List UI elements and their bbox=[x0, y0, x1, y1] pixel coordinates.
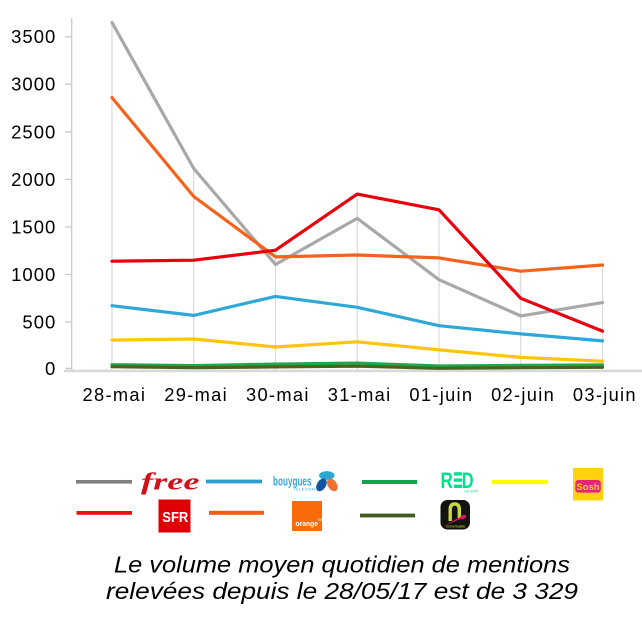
svg-text:R: R bbox=[441, 468, 453, 493]
svg-text:free: free bbox=[141, 470, 200, 496]
svg-text:02-juin: 02-juin bbox=[491, 384, 555, 405]
svg-text:SFR: SFR bbox=[162, 509, 188, 526]
svg-text:by SFR: by SFR bbox=[465, 488, 478, 493]
svg-text:3000: 3000 bbox=[11, 74, 56, 95]
svg-text:1000: 1000 bbox=[11, 264, 56, 285]
svg-text:0: 0 bbox=[45, 358, 56, 379]
svg-text:3500: 3500 bbox=[11, 26, 56, 47]
svg-text:bouygues: bouygues bbox=[273, 474, 312, 489]
svg-text:2000: 2000 bbox=[11, 169, 56, 190]
svg-text:TM: TM bbox=[318, 518, 323, 522]
svg-text:500: 500 bbox=[22, 312, 56, 333]
svg-text:Sosh: Sosh bbox=[576, 482, 599, 493]
svg-text:orange: orange bbox=[296, 519, 319, 528]
svg-text:29-mai: 29-mai bbox=[164, 384, 228, 405]
svg-text:TELECOM: TELECOM bbox=[294, 486, 316, 491]
svg-text:31-mai: 31-mai bbox=[328, 384, 392, 405]
svg-text:relevées depuis le 28/05/17 es: relevées depuis le 28/05/17 est de 3 329 bbox=[106, 578, 578, 604]
svg-text:numericable: numericable bbox=[446, 525, 466, 529]
svg-text:30-mai: 30-mai bbox=[246, 384, 310, 405]
svg-text:01-juin: 01-juin bbox=[409, 384, 473, 405]
svg-text:03-juin: 03-juin bbox=[573, 384, 637, 405]
svg-text:2500: 2500 bbox=[11, 121, 56, 142]
svg-text:D: D bbox=[462, 468, 474, 493]
svg-text:28-mai: 28-mai bbox=[83, 384, 147, 405]
svg-text:1500: 1500 bbox=[11, 216, 56, 237]
svg-text:Le volume moyen quotidien de m: Le volume moyen quotidien de mentions bbox=[114, 552, 571, 578]
